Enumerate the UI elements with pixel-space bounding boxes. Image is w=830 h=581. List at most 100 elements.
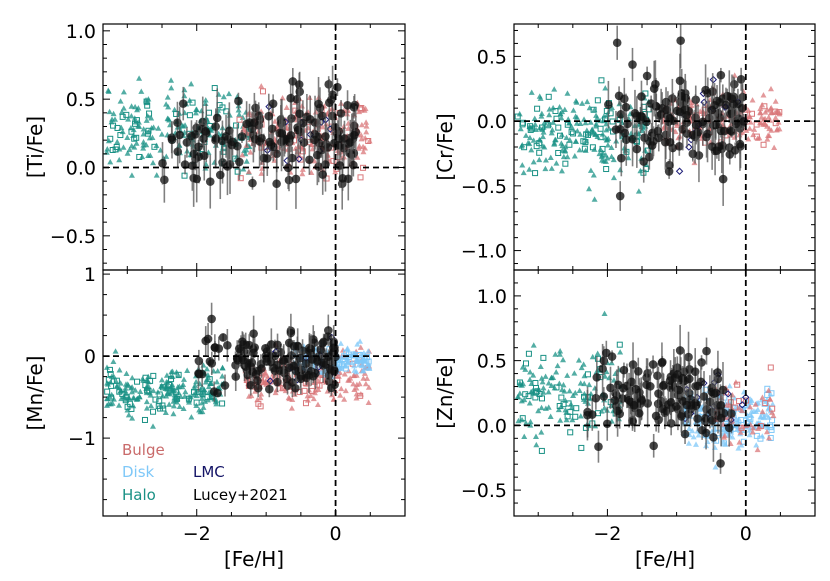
point-halo xyxy=(129,374,136,381)
point-halo xyxy=(204,372,211,378)
point-disk xyxy=(765,414,772,420)
point-halo xyxy=(556,351,563,357)
point-halo xyxy=(166,401,173,407)
point-lucey xyxy=(727,94,737,103)
point-halo xyxy=(129,415,136,421)
point-halo xyxy=(139,153,146,160)
point-disk xyxy=(360,349,367,356)
point-halo xyxy=(599,131,606,137)
point-halo xyxy=(192,109,199,116)
point-halo xyxy=(586,104,593,111)
point-lucey xyxy=(718,385,728,395)
point-halo xyxy=(539,379,546,385)
point-disk xyxy=(693,441,700,447)
point-halo xyxy=(174,383,181,390)
point-bulge xyxy=(285,394,292,401)
point-lucey xyxy=(630,108,640,118)
point-halo xyxy=(586,381,593,388)
point-halo xyxy=(558,394,565,401)
point-halo xyxy=(104,146,111,152)
point-bulge xyxy=(310,395,317,402)
y-tick-label: −1.0 xyxy=(461,241,507,263)
point-halo xyxy=(191,382,198,388)
point-halo xyxy=(147,152,154,158)
point-halo xyxy=(127,124,134,131)
point-lucey xyxy=(612,38,622,48)
point-halo xyxy=(104,388,111,395)
point-lucey xyxy=(231,372,241,381)
point-disk xyxy=(738,417,745,424)
point-disk xyxy=(358,362,365,369)
point-lucey xyxy=(616,110,626,119)
point-bulge xyxy=(759,101,766,108)
point-halo xyxy=(124,134,131,140)
point-halo xyxy=(158,376,165,383)
point-halo xyxy=(116,367,123,373)
point-bulge xyxy=(299,170,306,177)
point-halo xyxy=(105,376,112,383)
point-halo xyxy=(120,89,127,95)
point-disk xyxy=(351,362,358,369)
point-lucey xyxy=(654,389,663,398)
point-halo xyxy=(601,310,608,316)
point-halo xyxy=(135,123,142,129)
point-halo xyxy=(539,133,546,140)
point-bulge xyxy=(750,424,757,431)
point-lucey xyxy=(272,149,282,159)
point-lucey xyxy=(610,396,620,405)
point-halo xyxy=(220,93,227,100)
point-lucey xyxy=(620,128,630,138)
point-halo xyxy=(537,363,544,370)
point-lucey xyxy=(286,131,296,140)
point-halo xyxy=(552,108,559,115)
point-bulge xyxy=(262,378,269,385)
point-halo xyxy=(146,110,153,117)
point-halo xyxy=(131,144,138,150)
point-halo xyxy=(551,384,558,391)
point-halo xyxy=(522,420,529,426)
point-halo xyxy=(124,381,131,387)
y-tick-label: 0.5 xyxy=(477,351,507,373)
point-halo xyxy=(140,139,147,145)
legend-lmc: LMC xyxy=(193,463,225,481)
point-bulge xyxy=(363,123,370,129)
y-tick-label: 1.0 xyxy=(477,286,507,308)
point-lucey xyxy=(211,134,221,143)
point-halo xyxy=(175,371,182,378)
point-halo xyxy=(538,375,545,381)
point-halo xyxy=(139,375,146,382)
y-tick-label: 0 xyxy=(84,346,96,368)
point-halo xyxy=(545,380,552,386)
point-halo xyxy=(570,130,577,137)
point-halo xyxy=(124,150,131,156)
point-disk xyxy=(360,367,367,374)
point-bulge xyxy=(363,119,370,125)
point-lucey xyxy=(214,344,224,353)
point-lucey xyxy=(192,174,202,184)
point-halo xyxy=(576,146,583,153)
point-lucey xyxy=(220,381,230,390)
point-lucey xyxy=(253,383,263,393)
point-halo xyxy=(128,172,135,178)
point-halo xyxy=(527,422,534,428)
point-halo xyxy=(578,444,585,451)
point-lucey xyxy=(659,380,669,390)
y-tick-label: 0.0 xyxy=(477,111,507,133)
point-halo xyxy=(571,153,578,159)
point-bulge xyxy=(753,121,760,128)
point-halo xyxy=(546,111,553,118)
point-halo xyxy=(156,398,163,405)
point-lucey xyxy=(327,383,336,393)
point-halo xyxy=(203,376,210,382)
point-bulge xyxy=(355,145,362,151)
point-halo xyxy=(169,373,176,380)
point-halo xyxy=(555,406,562,413)
point-halo xyxy=(199,390,206,397)
point-lucey xyxy=(583,410,592,420)
point-halo xyxy=(581,380,588,387)
point-bulge xyxy=(770,412,777,419)
point-lucey xyxy=(632,144,642,154)
point-halo xyxy=(134,378,141,385)
axes-frame xyxy=(102,269,406,517)
point-bulge xyxy=(314,401,321,408)
